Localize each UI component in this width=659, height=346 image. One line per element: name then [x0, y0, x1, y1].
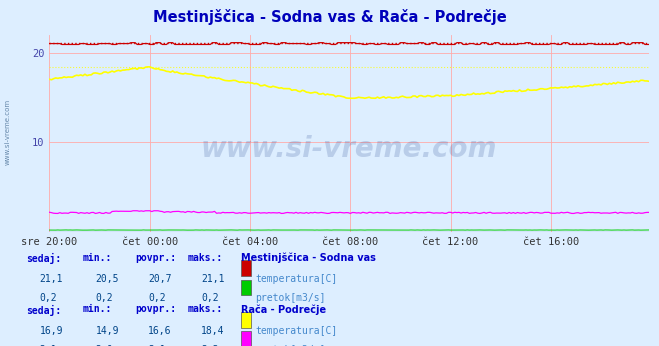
Text: 0,2: 0,2 — [201, 293, 219, 303]
Text: 2,1: 2,1 — [148, 345, 166, 346]
Text: 14,9: 14,9 — [96, 326, 119, 336]
Text: www.si-vreme.com: www.si-vreme.com — [201, 135, 498, 163]
Text: 2,3: 2,3 — [201, 345, 219, 346]
Text: 20,5: 20,5 — [96, 274, 119, 284]
Text: pretok[m3/s]: pretok[m3/s] — [255, 345, 326, 346]
Text: min.:: min.: — [82, 253, 112, 263]
Text: povpr.:: povpr.: — [135, 304, 176, 315]
Text: 16,9: 16,9 — [40, 326, 63, 336]
Text: 16,6: 16,6 — [148, 326, 172, 336]
Text: 2,0: 2,0 — [96, 345, 113, 346]
Text: 18,4: 18,4 — [201, 326, 225, 336]
Text: pretok[m3/s]: pretok[m3/s] — [255, 293, 326, 303]
Text: Mestinjščica - Sodna vas & Rača - Podrečje: Mestinjščica - Sodna vas & Rača - Podreč… — [153, 9, 506, 25]
Text: sedaj:: sedaj: — [26, 253, 61, 264]
Text: 0,2: 0,2 — [40, 293, 57, 303]
Text: Rača - Podrečje: Rača - Podrečje — [241, 304, 326, 315]
Text: Mestinjščica - Sodna vas: Mestinjščica - Sodna vas — [241, 253, 376, 263]
Text: 21,1: 21,1 — [40, 274, 63, 284]
Text: temperatura[C]: temperatura[C] — [255, 326, 337, 336]
Text: 0,2: 0,2 — [96, 293, 113, 303]
Text: www.si-vreme.com: www.si-vreme.com — [5, 98, 11, 165]
Text: sedaj:: sedaj: — [26, 304, 61, 316]
Text: temperatura[C]: temperatura[C] — [255, 274, 337, 284]
Text: 2,1: 2,1 — [40, 345, 57, 346]
Text: povpr.:: povpr.: — [135, 253, 176, 263]
Text: maks.:: maks.: — [188, 253, 223, 263]
Text: 21,1: 21,1 — [201, 274, 225, 284]
Text: maks.:: maks.: — [188, 304, 223, 315]
Text: min.:: min.: — [82, 304, 112, 315]
Text: 0,2: 0,2 — [148, 293, 166, 303]
Text: 20,7: 20,7 — [148, 274, 172, 284]
